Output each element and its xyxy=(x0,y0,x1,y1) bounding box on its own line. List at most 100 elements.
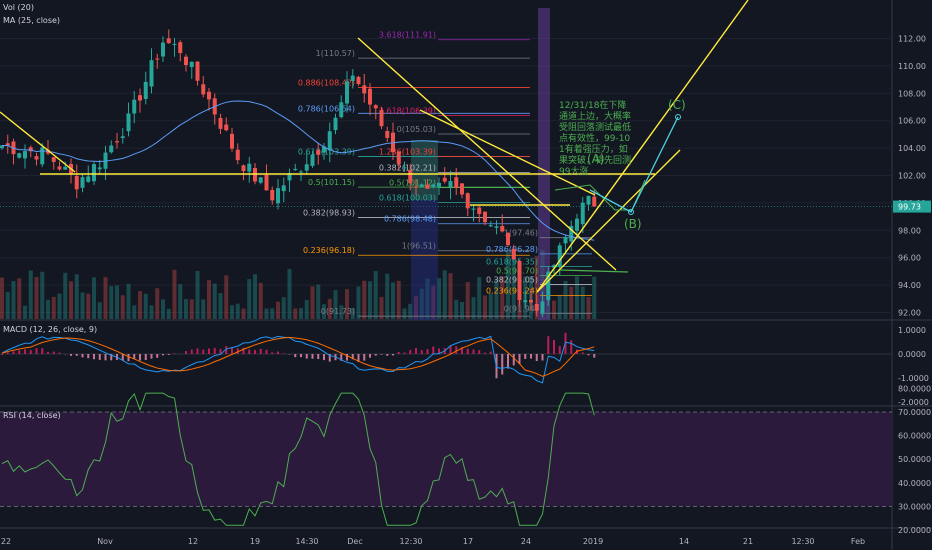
macd-histogram-bar xyxy=(277,351,279,354)
volume-bar xyxy=(563,280,568,319)
volume-bar xyxy=(34,277,39,319)
macd-histogram-bar xyxy=(133,354,136,360)
macd-histogram-bar xyxy=(47,351,49,354)
x-tick-label: 17 xyxy=(463,537,473,546)
candle-body xyxy=(379,109,384,127)
volume-bar xyxy=(437,278,441,319)
candle-body xyxy=(149,60,154,87)
fibonacci-levels: 1(110.57) 0.886(108.42) 0.786(106.54) 0.618… xyxy=(298,31,592,317)
macd-histogram-bar xyxy=(311,354,314,359)
macd-histogram-bar xyxy=(190,349,193,354)
volume-bar xyxy=(534,255,539,319)
volume-bar xyxy=(155,288,160,319)
candle-body xyxy=(253,168,257,182)
macd-histogram-bar xyxy=(587,354,590,356)
candle-body xyxy=(402,167,407,169)
price-tick-label: 96.00 xyxy=(898,254,921,263)
fib-low-label: 0.236(93.24) xyxy=(486,287,538,296)
price-tick-label: 92.00 xyxy=(898,309,921,318)
macd-histogram-bar xyxy=(271,352,274,354)
macd-histogram-bar xyxy=(121,354,124,361)
macd-histogram-bar xyxy=(484,352,486,354)
fib-mid-label: 0(105.03) xyxy=(397,125,436,134)
volume-bar xyxy=(293,308,298,319)
candle-body xyxy=(115,141,119,143)
candle-body xyxy=(465,193,470,209)
candle-body xyxy=(471,208,476,210)
macd-histogram-bar xyxy=(449,345,452,354)
macd-histogram-bar xyxy=(1,354,3,355)
macd-histogram-bar xyxy=(323,354,325,361)
candle-body xyxy=(322,146,326,153)
volume-bar xyxy=(425,278,430,319)
price-tick-label: 94.00 xyxy=(898,281,921,290)
rsi-tick-label: 20.0000 xyxy=(898,526,931,535)
volume-bar xyxy=(46,299,50,319)
volume-bar xyxy=(212,283,217,319)
volume-bar xyxy=(230,305,234,319)
candle-body xyxy=(586,195,591,205)
macd-histogram-bar xyxy=(18,350,21,354)
volume-bar xyxy=(322,304,326,319)
candle-body xyxy=(552,265,556,268)
wave-b-label: (B) xyxy=(624,217,642,231)
volume-bar xyxy=(345,289,349,319)
macd-histogram-bar xyxy=(167,354,170,355)
candle-body xyxy=(184,56,188,66)
fib-high-label: 0.236(96.18) xyxy=(303,246,355,255)
fib-high-label: 0.382(98.93) xyxy=(303,209,355,218)
macd-histogram-bar xyxy=(24,349,26,354)
candle-body xyxy=(247,163,252,172)
macd-histogram-bar xyxy=(535,354,538,361)
macd-histogram-bar xyxy=(357,354,360,362)
volume-bar xyxy=(166,308,171,319)
volume-bar xyxy=(569,286,574,319)
candle-body xyxy=(442,177,447,182)
candle-body xyxy=(201,84,206,95)
volume-bar xyxy=(189,299,194,319)
highlight-band xyxy=(538,8,550,320)
candle-body xyxy=(368,88,372,105)
macd-histogram-bar xyxy=(127,354,130,362)
macd-histogram-bar xyxy=(156,354,159,358)
ma-line xyxy=(1,100,595,241)
macd-histogram-bar xyxy=(317,354,320,359)
macd-histogram-bar xyxy=(340,354,343,361)
candle-body xyxy=(97,167,102,170)
volume-bar xyxy=(592,276,597,319)
macd-indicator-title[interactable]: MACD (12, 26, close, 9) xyxy=(3,325,98,334)
volume-bar xyxy=(327,298,332,319)
candle-body xyxy=(425,184,430,189)
macd-histogram-bar xyxy=(87,354,90,359)
candle-body xyxy=(109,145,114,153)
volume-bar xyxy=(396,280,401,319)
candle-body xyxy=(178,42,183,54)
macd-histogram-bar xyxy=(328,354,331,362)
fib-low-label: 0.382(94.05) xyxy=(486,275,538,284)
rsi-tick-label: 30.0000 xyxy=(898,502,931,511)
candle-body xyxy=(241,165,246,172)
macd-histogram-bar xyxy=(208,348,210,354)
volume-bar xyxy=(506,252,510,319)
macd-histogram-bar xyxy=(438,348,440,354)
last-price-label: 99.73 xyxy=(898,203,921,212)
macd-histogram-bar xyxy=(374,354,377,356)
macd-histogram-bar xyxy=(386,354,389,356)
volume-bar xyxy=(373,271,378,319)
candle-body xyxy=(460,183,464,195)
volume-bar xyxy=(11,280,16,319)
candle-body xyxy=(264,174,269,191)
macd-histogram-bar xyxy=(173,353,176,354)
rsi-indicator-title[interactable]: RSI (14, close) xyxy=(3,411,61,420)
fib-low-label: 0(91.94) xyxy=(504,304,538,313)
ma-indicator-title[interactable]: MA (25, close) xyxy=(3,16,61,25)
candle-body xyxy=(373,105,378,109)
volume-indicator-title[interactable]: Vol (20) xyxy=(3,3,34,12)
last-price-tag xyxy=(893,200,931,213)
candle-body xyxy=(488,225,493,227)
candle-body xyxy=(270,189,275,201)
volume-bar xyxy=(483,295,487,319)
macd-histogram-bar xyxy=(501,354,504,375)
volume-bar xyxy=(17,278,22,319)
